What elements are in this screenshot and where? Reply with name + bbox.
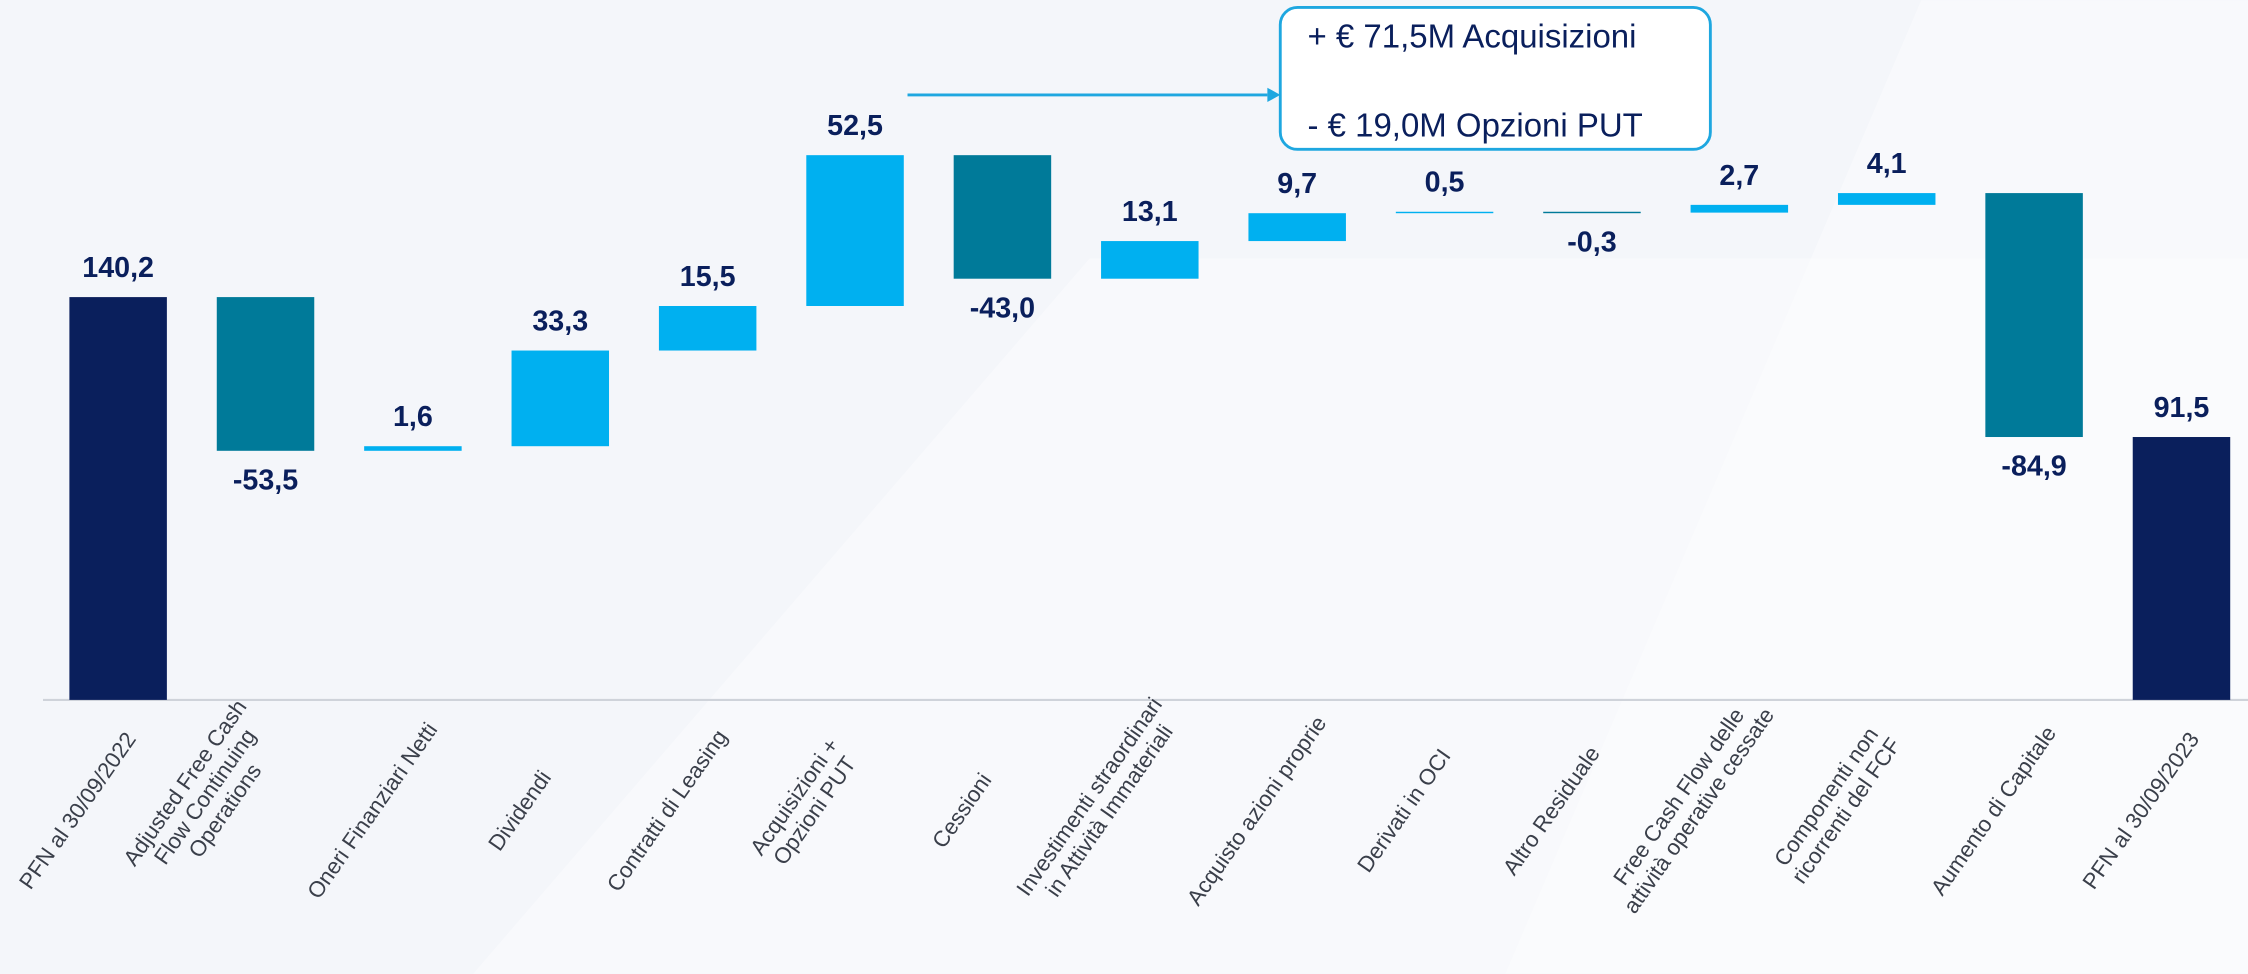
value-label: 13,1 (1122, 196, 1178, 228)
value-label: -84,9 (2001, 451, 2066, 483)
annotation-box (1278, 6, 1712, 151)
bar (511, 350, 610, 447)
value-label: 52,5 (827, 110, 883, 142)
bar (216, 297, 315, 451)
background-shape (473, 258, 2248, 974)
value-label: -0,3 (1567, 226, 1616, 258)
bar (1985, 193, 2083, 438)
x-tick-label-line: Oneri Finanziari Netti (302, 718, 442, 903)
x-tick-label-line: Dividendi (483, 766, 556, 855)
value-label: 4,1 (1867, 148, 1907, 180)
value-label: 2,7 (1719, 160, 1759, 192)
bar (953, 155, 1052, 279)
bar (1837, 193, 1936, 205)
value-label: 33,3 (532, 305, 588, 337)
value-label: -53,5 (233, 465, 298, 497)
annotation-arrowhead (1267, 87, 1281, 103)
x-tick-label: PFN al 30/09/2022 (14, 728, 141, 894)
x-tick-label: Dividendi (483, 766, 556, 855)
x-tick-label-line: PFN al 30/09/2022 (14, 728, 141, 894)
x-tick-group: Adjusted Free CashFlow ContinuingOperati… (118, 695, 291, 898)
bar (364, 446, 462, 451)
x-tick-label: Adjusted Free CashFlow ContinuingOperati… (118, 695, 291, 898)
bar (69, 297, 167, 700)
value-label: 1,6 (393, 401, 433, 433)
bar (1101, 241, 1199, 279)
x-tick-label: Oneri Finanziari Netti (302, 718, 442, 903)
x-tick-group: PFN al 30/09/2022 (14, 728, 141, 894)
bar (1395, 211, 1494, 214)
bar (1690, 204, 1789, 213)
annotation: + € 71,5M Acquisizioni (1308, 18, 1637, 55)
bar (658, 306, 757, 351)
value-label: 140,2 (82, 252, 154, 284)
bar (2132, 437, 2231, 700)
value-label: 91,5 (2154, 392, 2210, 424)
value-label: -43,0 (970, 292, 1035, 324)
x-tick-group: Dividendi (483, 766, 556, 855)
x-tick-group: Oneri Finanziari Netti (302, 718, 442, 903)
annotation: - € 19,0M Opzioni PUT (1308, 106, 1643, 143)
bar (806, 155, 904, 307)
value-label: 9,7 (1277, 168, 1317, 200)
bar (1248, 213, 1346, 242)
value-label: 0,5 (1425, 167, 1465, 199)
value-label: 15,5 (680, 261, 736, 293)
bar (1543, 211, 1641, 214)
